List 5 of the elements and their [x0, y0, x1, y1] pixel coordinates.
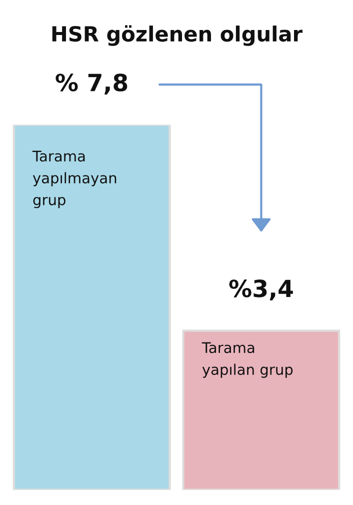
x-tick-label: Tarama yapılmayan grup: [32, 150, 116, 208]
chart-title: HSR gözlenen olgular: [52, 25, 302, 46]
data-label: % 7,8: [56, 74, 128, 94]
data-label: %3,4: [229, 280, 293, 300]
x-tick-label: Tarama yapılan grup: [202, 342, 293, 378]
